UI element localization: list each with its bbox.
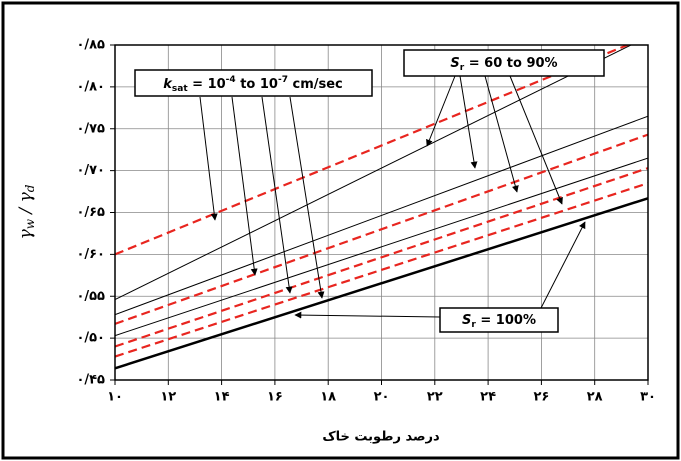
annotation-sr100: Sr = 100% bbox=[294, 221, 586, 333]
annotation-part: = 100% bbox=[476, 313, 536, 328]
annotation-part: r bbox=[460, 63, 465, 73]
annotation-part: -4 bbox=[226, 75, 236, 85]
y-tick-label: ۰/۶۵ bbox=[76, 205, 105, 220]
x-tick-label: ۲۶ bbox=[533, 390, 549, 405]
y-tick-label: ۰/۸۵ bbox=[76, 38, 105, 53]
annotation-part: -7 bbox=[278, 75, 288, 85]
x-tick-label: ۳۰ bbox=[640, 390, 656, 405]
y-tick-label: ۰/۷۵ bbox=[76, 121, 105, 136]
x-tick-label: ۱۸ bbox=[320, 390, 336, 405]
svg-text:Sr = 60 to 90%: Sr = 60 to 90% bbox=[450, 56, 557, 73]
y-tick-label: ۰/۴۵ bbox=[76, 373, 105, 388]
annotation-part: S bbox=[450, 56, 459, 71]
annotation-k: ksat = 10-4 to 10-7 cm/sec bbox=[134, 69, 373, 299]
series-line bbox=[115, 157, 648, 337]
series-line bbox=[115, 182, 648, 358]
y-tick-label: ۰/۸۰ bbox=[76, 79, 105, 94]
annotation-part: cm/sec bbox=[288, 77, 343, 92]
y-tick-label: ۰/۶۰ bbox=[76, 247, 105, 262]
x-axis-label: درصد رطوبت خاک bbox=[322, 430, 440, 445]
ticks: ۰/۴۵ ۰/۵۰ ۰/۵۵ ۰/۶۰ ۰/۶۵ ۰/۷۰ ۰/۷۵ ۰/۸۰ ۰/۸۵ ۱۰ ۱۲… bbox=[76, 38, 656, 405]
svg-text:Sr = 100%: Sr = 100% bbox=[462, 313, 536, 330]
series-line bbox=[115, 45, 633, 301]
annotation-sr: Sr = 60 to 90% bbox=[403, 49, 605, 205]
annotation-part: = 60 to 90% bbox=[464, 56, 557, 71]
series-line bbox=[115, 115, 648, 316]
y-label-part: / γ bbox=[16, 191, 36, 219]
x-tick-label: ۱۲ bbox=[160, 390, 176, 405]
x-tick-label: ۲۲ bbox=[427, 390, 443, 405]
annotation-part: = 10 bbox=[188, 77, 226, 92]
x-tick-label: ۲۴ bbox=[480, 390, 496, 405]
series-line bbox=[115, 133, 648, 325]
x-tick-label: ۱۶ bbox=[267, 390, 283, 405]
svg-text:ksat = 10-4 to 10-7 cm/sec: ksat = 10-4 to 10-7 cm/sec bbox=[163, 75, 343, 94]
y-label-part: d bbox=[23, 184, 37, 192]
x-tick-label: ۲۰ bbox=[374, 390, 390, 405]
y-label-part: γ bbox=[16, 228, 36, 239]
annotation-part: k bbox=[163, 77, 173, 92]
y-tick-label: ۰/۷۰ bbox=[76, 163, 105, 178]
annotation-part: r bbox=[471, 320, 476, 330]
x-tick-label: ۱۰ bbox=[107, 390, 123, 405]
annotation-part: to 10 bbox=[236, 77, 278, 92]
series-line bbox=[115, 197, 648, 370]
x-tick-label: ۱۴ bbox=[214, 390, 230, 405]
annotation-part: S bbox=[462, 313, 471, 328]
x-tick-label: ۲۸ bbox=[587, 390, 603, 405]
y-axis-label: γw / γd bbox=[16, 184, 37, 239]
y-tick-label: ۰/۵۵ bbox=[76, 289, 105, 304]
annotation-part: sat bbox=[172, 84, 188, 94]
y-tick-label: ۰/۵۰ bbox=[76, 331, 105, 346]
y-label-part: w bbox=[23, 218, 37, 229]
